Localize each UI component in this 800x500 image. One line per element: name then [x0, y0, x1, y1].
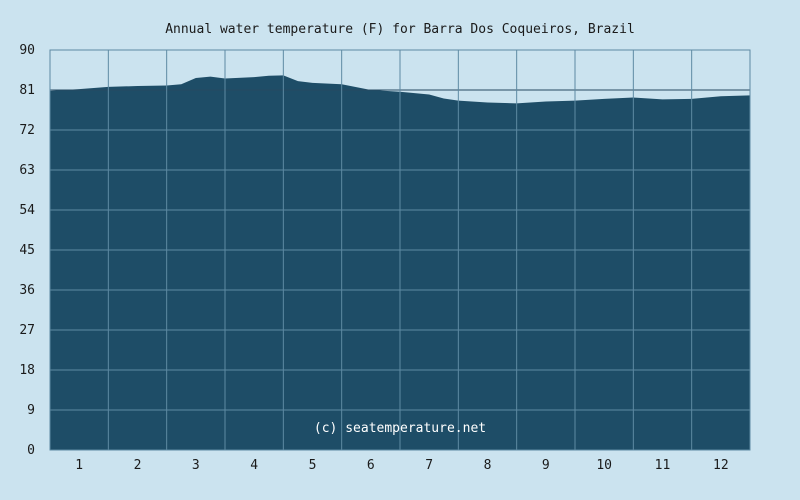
y-tick-label: 0	[27, 443, 35, 458]
y-tick-label: 81	[19, 83, 35, 98]
y-tick-label: 27	[19, 323, 35, 338]
x-tick-label: 4	[250, 458, 258, 473]
x-tick-label: 11	[655, 458, 671, 473]
x-tick-label: 2	[134, 458, 142, 473]
watermark: (c) seatemperature.net	[314, 421, 486, 436]
y-tick-label: 90	[19, 43, 35, 58]
y-tick-label: 45	[19, 243, 35, 258]
x-tick-label: 7	[425, 458, 433, 473]
x-tick-label: 8	[484, 458, 492, 473]
y-axis: 0 9 18 27 36 45 54 63 72 81 90	[19, 43, 35, 458]
x-tick-label: 9	[542, 458, 550, 473]
x-tick-label: 1	[75, 458, 83, 473]
y-tick-label: 36	[19, 283, 35, 298]
chart-title: Annual water temperature (F) for Barra D…	[165, 22, 635, 37]
x-tick-label: 5	[309, 458, 317, 473]
x-tick-label: 12	[713, 458, 729, 473]
x-tick-label: 10	[596, 458, 612, 473]
y-tick-label: 9	[27, 403, 35, 418]
y-tick-label: 54	[19, 203, 35, 218]
x-tick-label: 6	[367, 458, 375, 473]
y-tick-label: 18	[19, 363, 35, 378]
y-tick-label: 63	[19, 163, 35, 178]
y-tick-label: 72	[19, 123, 35, 138]
plot-area	[49, 49, 751, 451]
x-tick-label: 3	[192, 458, 200, 473]
plot-border	[49, 49, 751, 451]
x-axis: 1 2 3 4 5 6 7 8 9 10 11 12	[75, 458, 728, 473]
